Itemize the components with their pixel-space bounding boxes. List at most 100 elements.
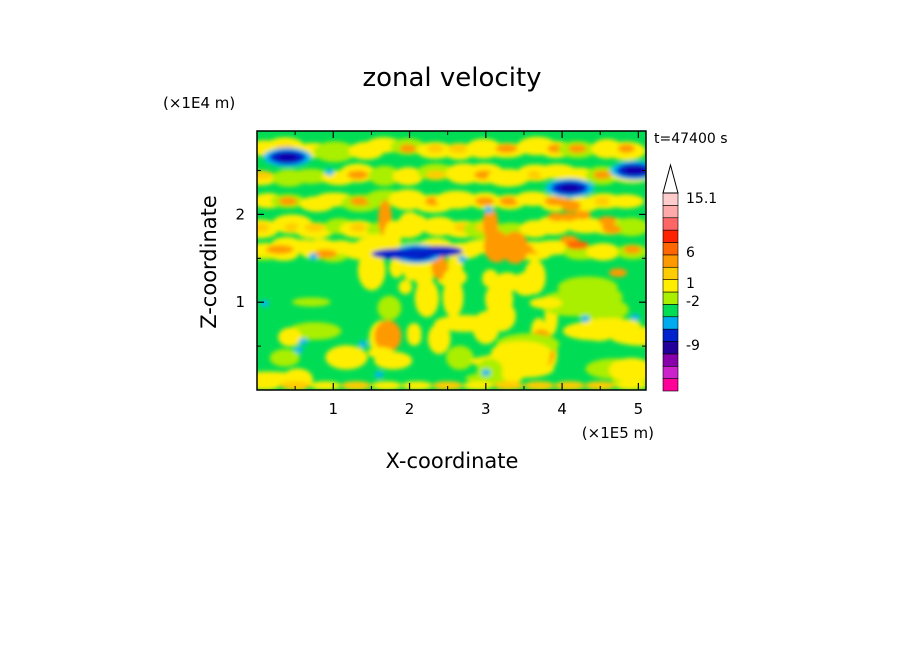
contour-region — [399, 211, 421, 229]
contour-region — [347, 170, 369, 180]
contour-region — [484, 206, 494, 214]
contour-region — [442, 277, 464, 318]
contour-region — [580, 315, 590, 323]
time-label: t=47400 s — [654, 131, 728, 147]
contour-region — [501, 363, 525, 383]
contour-region — [425, 170, 446, 180]
colorbar-swatch — [662, 365, 679, 379]
contour-region — [350, 223, 367, 232]
contour-region — [389, 257, 404, 278]
contour-region — [392, 167, 424, 186]
y-unit-label: (×1E4 m) — [163, 94, 235, 112]
colorbar-swatch — [662, 217, 679, 231]
contour-region — [493, 272, 521, 293]
contour-region — [308, 253, 318, 261]
contour-region — [399, 262, 415, 274]
contour-region — [357, 249, 386, 291]
x-tick-label: 5 — [634, 400, 644, 418]
contour-region — [374, 320, 402, 352]
colorbar-swatch — [662, 192, 679, 206]
contour-region — [529, 297, 563, 309]
x-tick-label: 4 — [557, 400, 567, 418]
y-tick-label: 2 — [235, 205, 245, 223]
contour-region — [462, 381, 494, 390]
contour-region — [276, 152, 299, 162]
contour-region — [602, 224, 622, 234]
contour-region — [623, 245, 642, 254]
colorbar-swatch — [662, 266, 679, 280]
contour-region — [554, 381, 585, 390]
contour-region — [475, 196, 495, 206]
colorbar-swatch — [662, 229, 679, 243]
x-tick-label: 3 — [481, 400, 491, 418]
colorbar-swatch — [662, 353, 679, 367]
contour-region — [608, 357, 646, 383]
contour-region — [608, 194, 645, 209]
contour-region — [325, 345, 368, 370]
contour-region — [565, 240, 589, 250]
contour-region — [278, 327, 302, 347]
y-tick-label: 1 — [235, 293, 245, 311]
contour-region — [314, 249, 338, 259]
contour-region — [368, 165, 401, 187]
colorbar-label: -2 — [686, 294, 700, 310]
contour-region — [298, 338, 308, 346]
contour-region — [555, 198, 575, 208]
contour-region — [594, 196, 614, 206]
colorbar-swatch — [662, 328, 679, 342]
contour-region — [435, 190, 478, 209]
chart-title: zonal velocity — [362, 63, 541, 93]
contour-region — [288, 322, 342, 340]
contour-region — [374, 351, 413, 370]
colorbar-label: 1 — [686, 276, 695, 292]
colorbar-swatch — [662, 341, 679, 355]
contour-region — [446, 345, 474, 370]
contour-region — [495, 144, 518, 153]
colorbar-swatch — [662, 242, 679, 256]
colorbar-label: -9 — [686, 338, 700, 354]
contour-region — [266, 245, 294, 254]
contour-region — [448, 144, 471, 153]
contour-region — [401, 381, 433, 390]
contour-region — [476, 358, 503, 382]
contour-region — [586, 243, 621, 261]
contour-region — [340, 381, 372, 390]
contour-region — [547, 212, 566, 222]
contour-region — [371, 381, 402, 390]
plot-frame — [256, 130, 647, 391]
contour-region — [291, 297, 331, 307]
contour-region — [483, 230, 510, 263]
contour-region — [481, 369, 491, 377]
contour-region — [598, 216, 617, 225]
colorbar-swatch — [662, 279, 679, 293]
contour-region — [539, 290, 605, 317]
contour-region — [617, 144, 635, 153]
x-tick-label: 2 — [405, 400, 415, 418]
x-axis: 1 2 3 4 5 — [294, 131, 644, 418]
contour-region — [491, 340, 551, 364]
contour-region — [593, 170, 611, 180]
contour-region — [615, 381, 646, 390]
contour-region — [399, 144, 417, 153]
contour-region — [304, 223, 325, 232]
colorbar-swatch — [662, 254, 679, 268]
colorbar-label: 15.1 — [686, 191, 717, 207]
contour-region — [584, 381, 616, 390]
contour-region — [257, 223, 270, 232]
contour-region — [431, 255, 449, 280]
colorbar-swatch — [662, 291, 679, 305]
contour-region — [568, 144, 587, 153]
contour-region — [358, 340, 368, 348]
contour-region — [434, 314, 498, 332]
x-axis-label: X-coordinate — [386, 449, 519, 473]
contour-region — [623, 166, 646, 175]
contour-region — [294, 346, 304, 354]
contour-region — [614, 217, 646, 237]
contour-region — [608, 268, 628, 278]
contour-region — [427, 144, 444, 153]
contour-region — [406, 323, 422, 343]
colorbar-swatch — [662, 304, 679, 318]
contour-region — [572, 210, 592, 220]
contour-region — [269, 348, 300, 367]
